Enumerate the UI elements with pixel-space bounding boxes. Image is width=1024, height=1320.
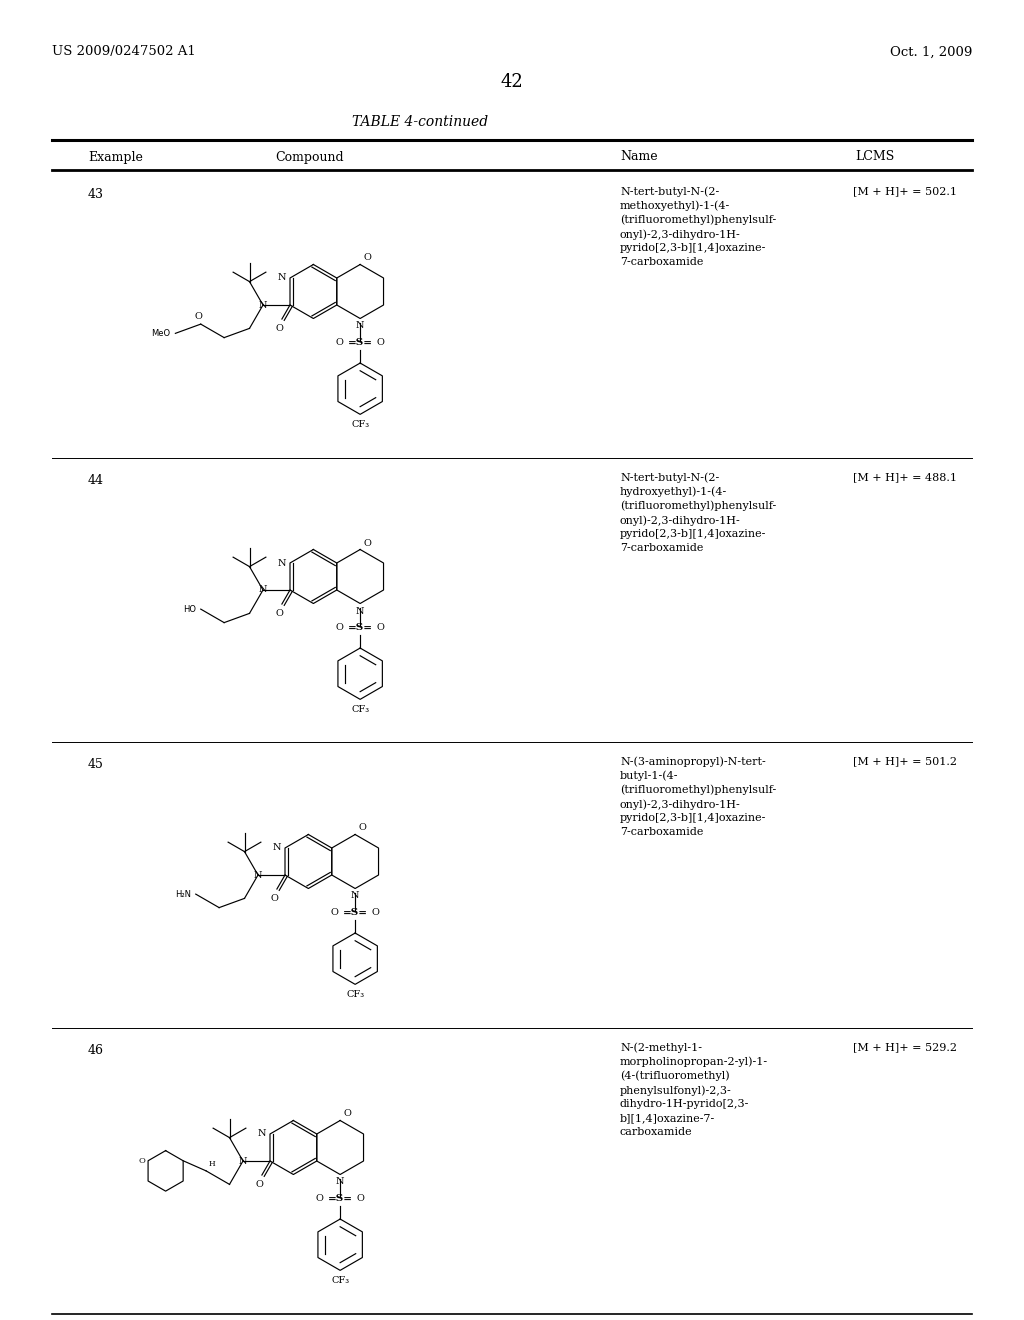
- Text: =S=: =S=: [343, 908, 368, 917]
- Text: MeO: MeO: [152, 329, 170, 338]
- Text: =S=: =S=: [348, 338, 373, 347]
- Text: N: N: [272, 843, 281, 853]
- Text: 44: 44: [88, 474, 104, 487]
- Text: N: N: [336, 1177, 344, 1187]
- Text: O: O: [336, 623, 344, 632]
- Text: O: O: [275, 609, 284, 618]
- Text: [M + H]+ = 488.1: [M + H]+ = 488.1: [853, 473, 957, 482]
- Text: CF₃: CF₃: [331, 1276, 349, 1286]
- Text: N: N: [239, 1156, 247, 1166]
- Text: O: O: [336, 338, 344, 347]
- Text: Name: Name: [620, 150, 657, 164]
- Text: 43: 43: [88, 187, 104, 201]
- Text: H: H: [208, 1160, 215, 1168]
- Text: [M + H]+ = 529.2: [M + H]+ = 529.2: [853, 1041, 957, 1052]
- Text: 45: 45: [88, 758, 103, 771]
- Text: [M + H]+ = 502.1: [M + H]+ = 502.1: [853, 186, 957, 195]
- Text: =S=: =S=: [328, 1195, 352, 1204]
- Text: 42: 42: [501, 73, 523, 91]
- Text: TABLE 4-continued: TABLE 4-continued: [352, 115, 488, 129]
- Text: N: N: [259, 301, 267, 309]
- Text: O: O: [138, 1156, 145, 1164]
- Text: O: O: [195, 312, 203, 321]
- Text: N: N: [278, 558, 286, 568]
- Text: N: N: [254, 870, 262, 879]
- Text: N: N: [257, 1130, 266, 1138]
- Text: O: O: [256, 1180, 264, 1189]
- Text: CF₃: CF₃: [346, 990, 365, 999]
- Text: O: O: [316, 1195, 324, 1204]
- Text: H₂N: H₂N: [175, 890, 190, 899]
- Text: LCMS: LCMS: [855, 150, 894, 164]
- Text: O: O: [343, 1110, 351, 1118]
- Text: N: N: [259, 586, 267, 594]
- Text: HO: HO: [182, 605, 196, 614]
- Text: O: O: [364, 539, 371, 548]
- Text: US 2009/0247502 A1: US 2009/0247502 A1: [52, 45, 196, 58]
- Text: Example: Example: [88, 150, 143, 164]
- Text: =S=: =S=: [348, 623, 373, 632]
- Text: N: N: [356, 322, 365, 330]
- Text: N-(3-aminopropyl)-N-tert-
butyl-1-(4-
(trifluoromethyl)phenylsulf-
onyl)-2,3-dih: N-(3-aminopropyl)-N-tert- butyl-1-(4- (t…: [620, 756, 776, 837]
- Text: O: O: [331, 908, 339, 917]
- Text: 46: 46: [88, 1044, 104, 1057]
- Text: O: O: [372, 908, 379, 917]
- Text: O: O: [364, 253, 371, 263]
- Text: N: N: [356, 606, 365, 615]
- Text: N-(2-methyl-1-
morpholinopropan-2-yl)-1-
(4-(trifluoromethyl)
phenylsulfonyl)-2,: N-(2-methyl-1- morpholinopropan-2-yl)-1-…: [620, 1041, 768, 1137]
- Text: [M + H]+ = 501.2: [M + H]+ = 501.2: [853, 756, 957, 766]
- Text: N: N: [351, 891, 359, 900]
- Text: CF₃: CF₃: [351, 420, 370, 429]
- Text: N: N: [278, 273, 286, 282]
- Text: N-tert-butyl-N-(2-
hydroxyethyl)-1-(4-
(trifluoromethyl)phenylsulf-
onyl)-2,3-di: N-tert-butyl-N-(2- hydroxyethyl)-1-(4- (…: [620, 473, 776, 553]
- Text: CF₃: CF₃: [351, 705, 370, 714]
- Text: O: O: [271, 894, 279, 903]
- Text: Compound: Compound: [275, 150, 344, 164]
- Text: O: O: [275, 323, 284, 333]
- Text: O: O: [356, 1195, 365, 1204]
- Text: O: O: [377, 623, 384, 632]
- Text: Oct. 1, 2009: Oct. 1, 2009: [890, 45, 972, 58]
- Text: O: O: [358, 824, 366, 833]
- Text: N-tert-butyl-N-(2-
methoxyethyl)-1-(4-
(trifluoromethyl)phenylsulf-
onyl)-2,3-di: N-tert-butyl-N-(2- methoxyethyl)-1-(4- (…: [620, 186, 776, 267]
- Text: O: O: [377, 338, 384, 347]
